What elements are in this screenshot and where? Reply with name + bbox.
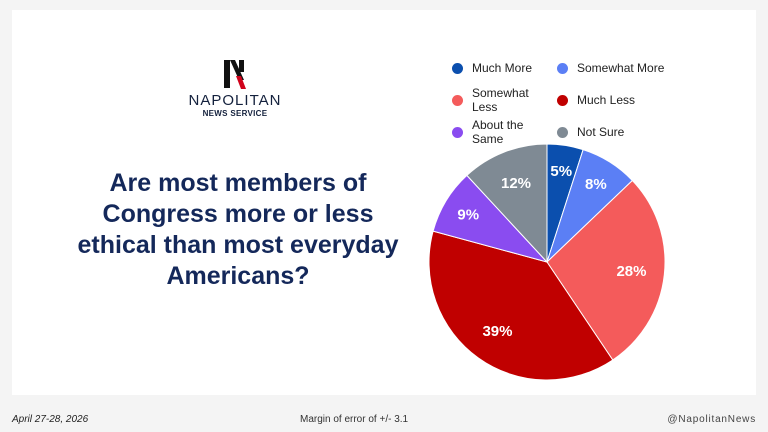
pie-data-label: 12% bbox=[501, 175, 531, 192]
legend-swatch bbox=[452, 126, 463, 138]
logo-mark-icon bbox=[224, 60, 246, 89]
pie-slice-not-sure bbox=[466, 143, 548, 264]
pie-data-label: 39% bbox=[482, 323, 512, 340]
margin-of-error: Margin of error of +/- 3.1 bbox=[300, 414, 409, 425]
legend-label: Much Less bbox=[577, 93, 636, 107]
question-title: Are most members of Congress more or les… bbox=[77, 169, 399, 290]
legend-label: Much More bbox=[472, 61, 533, 75]
pie-slice-somewhat-less bbox=[546, 179, 666, 361]
pie-data-label: 28% bbox=[616, 263, 646, 280]
legend-item-not-sure: Not Sure bbox=[557, 125, 677, 139]
pie-chart: 5% 8% 28% 39% 9% 12% bbox=[428, 143, 666, 381]
brand-subtitle: NEWS SERVICE bbox=[202, 109, 268, 118]
napolitan-logo: NAPOLITAN NEWS SERVICE bbox=[185, 58, 285, 118]
legend-label: Not Sure bbox=[577, 125, 625, 139]
legend-item-about-the-same: About the Same bbox=[452, 118, 557, 146]
pie-data-label: 9% bbox=[457, 206, 479, 223]
legend-swatch bbox=[557, 94, 568, 106]
legend-swatch bbox=[557, 62, 568, 74]
legend-swatch bbox=[557, 126, 568, 138]
legend-item-much-less: Much Less bbox=[557, 93, 677, 107]
legend-item-somewhat-more: Somewhat More bbox=[557, 61, 677, 75]
legend-item-somewhat-less: Somewhat Less bbox=[452, 86, 557, 114]
legend-label: Somewhat More bbox=[577, 61, 665, 75]
chart-legend: Much More Somewhat More Somewhat Less Mu… bbox=[452, 52, 702, 148]
legend-item-much-more: Much More bbox=[452, 61, 557, 75]
legend-swatch bbox=[452, 94, 463, 106]
pie-data-label: 5% bbox=[550, 163, 572, 180]
pie-slice-much-less bbox=[428, 230, 614, 381]
legend-swatch bbox=[452, 62, 463, 74]
brand-name: NAPOLITAN bbox=[188, 92, 282, 109]
survey-date: April 27-28, 2026 bbox=[12, 414, 89, 425]
legend-label: Somewhat Less bbox=[472, 86, 529, 114]
social-handle: @NapolitanNews bbox=[667, 414, 756, 425]
legend-label: About the Same bbox=[472, 118, 524, 146]
pie-data-label: 8% bbox=[585, 176, 607, 193]
